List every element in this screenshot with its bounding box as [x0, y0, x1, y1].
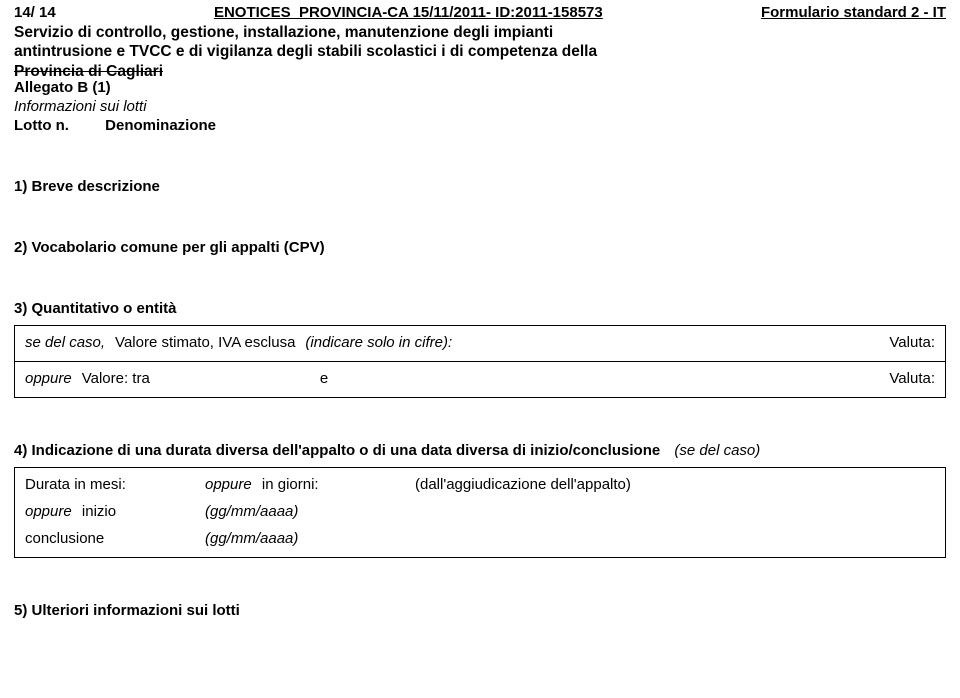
- section-3-row-1: se del caso, Valore stimato, IVA esclusa…: [15, 326, 945, 361]
- header-center: ENOTICES_PROVINCIA-CA 15/11/2011- ID:201…: [56, 4, 761, 21]
- s4-r2-a-text: inizio: [82, 503, 116, 520]
- s3-r1-valuta: Valuta:: [889, 334, 935, 351]
- s4-r3-b: (gg/mm/aaaa): [205, 530, 415, 547]
- allegato-label: Allegato B (1): [14, 79, 946, 96]
- section-5-heading: 5) Ulteriori informazioni sui lotti: [14, 602, 946, 619]
- s3-r1-cifre: (indicare solo in cifre):: [305, 334, 452, 351]
- s3-r2-e: e: [320, 370, 328, 387]
- s4-r1-b-prefix: oppure: [205, 476, 252, 493]
- s4-r2-a-prefix: oppure: [25, 503, 72, 520]
- s3-r1-prefix: se del caso,: [25, 334, 105, 351]
- s3-r2-mid: Valore: tra: [82, 370, 150, 387]
- section-1-heading: 1) Breve descrizione: [14, 178, 946, 195]
- section-4-box: Durata in mesi: oppure in giorni: (dall'…: [14, 467, 946, 558]
- s4-bold: 4) Indicazione di una durata diversa del…: [14, 442, 660, 459]
- lotto-label: Lotto n.: [14, 117, 69, 134]
- denominazione-label: Denominazione: [105, 117, 216, 134]
- section-4-heading: 4) Indicazione di una durata diversa del…: [14, 442, 946, 459]
- section-2-heading: 2) Vocabolario comune per gli appalti (C…: [14, 239, 946, 256]
- header-row: 14/ 14 ENOTICES_PROVINCIA-CA 15/11/2011-…: [0, 0, 960, 23]
- s4-r1-c: (dall'aggiudicazione dell'appalto): [415, 476, 935, 493]
- header-right: Formulario standard 2 - IT: [761, 4, 946, 21]
- s4-tail: (se del caso): [674, 442, 760, 459]
- informazioni-label: Informazioni sui lotti: [14, 98, 946, 115]
- section-3-row-2: oppure Valore: tra e Valuta:: [15, 361, 945, 397]
- desc-line-1: Servizio di controllo, gestione, install…: [14, 23, 946, 42]
- s4-r1-b: oppure in giorni:: [205, 476, 415, 493]
- section-3-heading: 3) Quantitativo o entità: [14, 300, 946, 317]
- s3-r1-mid: Valore stimato, IVA esclusa: [115, 334, 295, 351]
- header-page-num: 14/ 14: [14, 4, 56, 21]
- s4-r2-b: (gg/mm/aaaa): [205, 503, 415, 520]
- s3-r2-valuta: Valuta:: [889, 370, 935, 387]
- section-3-box: se del caso, Valore stimato, IVA esclusa…: [14, 325, 946, 398]
- s4-r1-b-text: in giorni:: [262, 476, 319, 493]
- desc-line-2: antintrusione e TVCC e di vigilanza degl…: [14, 42, 946, 61]
- s3-r2-prefix: oppure: [25, 370, 72, 387]
- s4-r2-a: oppure inizio: [25, 503, 205, 520]
- section-4-rows: Durata in mesi: oppure in giorni: (dall'…: [15, 468, 945, 557]
- s4-r1-a: Durata in mesi:: [25, 476, 205, 493]
- title-description: Servizio di controllo, gestione, install…: [0, 23, 960, 81]
- s4-r3-a: conclusione: [25, 530, 205, 547]
- lotto-row: Lotto n. Denominazione: [14, 117, 946, 134]
